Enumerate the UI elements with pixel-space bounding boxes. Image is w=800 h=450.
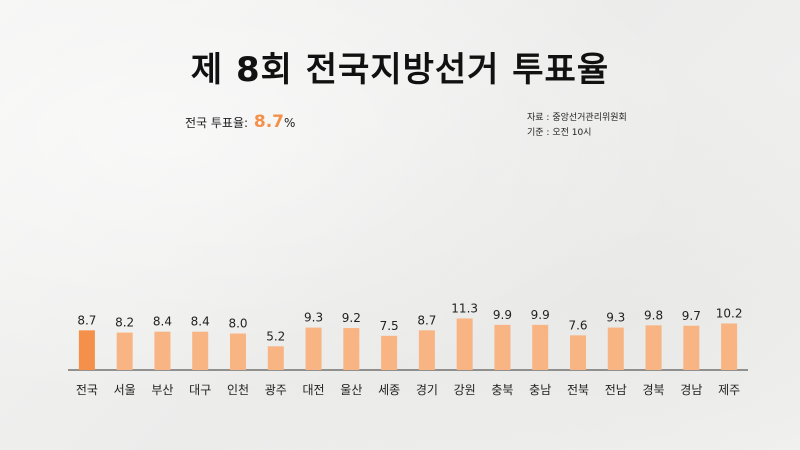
category-label: 대전: [303, 383, 325, 397]
category-label: 서울: [114, 383, 136, 397]
national-turnout-summary: 전국 투표율: 8.7%: [185, 112, 295, 132]
category-label: 울산: [340, 383, 362, 397]
category-label: 충북: [491, 383, 513, 397]
data-label: 9.3: [304, 311, 323, 325]
data-label: 9.9: [493, 308, 512, 322]
bar: [456, 318, 473, 370]
data-label: 7.6: [568, 318, 587, 332]
basis-line: 기준 : 오전 10시: [527, 128, 592, 138]
data-label: 8.4: [153, 315, 172, 329]
data-label: 8.7: [77, 313, 96, 327]
bar: [154, 331, 171, 370]
data-label: 5.2: [266, 329, 285, 343]
bar: [305, 327, 322, 370]
category-label: 세종: [378, 383, 400, 397]
category-label: 충남: [529, 383, 551, 397]
data-label: 8.0: [228, 317, 247, 331]
bar: [532, 324, 549, 370]
bar: [192, 331, 209, 370]
bar: [267, 346, 284, 370]
source-note: 자료 : 중앙선거관리위원회 기준 : 오전 10시: [527, 111, 627, 141]
bar: [645, 325, 662, 370]
category-label: 인천: [227, 382, 249, 397]
category-label: 경기: [416, 383, 438, 397]
bar: [418, 330, 435, 370]
source-line: 자료 : 중앙선거관리위원회: [527, 113, 627, 123]
data-label: 9.9: [531, 308, 550, 322]
data-label: 8.2: [115, 316, 134, 330]
bar: [78, 330, 95, 370]
data-label: 11.3: [451, 301, 478, 315]
category-label: 광주: [265, 383, 287, 397]
category-label: 대구: [189, 383, 211, 397]
bar: [607, 327, 624, 370]
bar: [683, 325, 700, 370]
summary-unit: %: [284, 116, 296, 130]
category-label: 경남: [680, 383, 702, 397]
summary-label: 전국 투표율:: [185, 116, 249, 130]
bar: [494, 324, 511, 370]
category-label: 전남: [605, 383, 627, 397]
bar: [570, 335, 586, 370]
bar: [343, 328, 360, 370]
bar: [230, 333, 246, 370]
category-label: 강원: [454, 383, 476, 397]
bar: [116, 332, 133, 370]
category-label: 경북: [643, 383, 665, 397]
data-label: 8.7: [417, 313, 436, 327]
category-label: 제주: [718, 383, 740, 397]
bar: [721, 323, 738, 370]
data-label: 9.8: [644, 308, 663, 322]
category-label: 전국: [76, 383, 98, 397]
category-label: 부산: [151, 383, 173, 397]
data-label: 9.3: [606, 311, 625, 325]
bar: [381, 335, 398, 370]
data-label: 8.4: [191, 315, 210, 329]
summary-value: 8.7: [253, 112, 285, 132]
data-label: 7.5: [380, 319, 399, 333]
chart-title: 제 8회 전국지방선거 투표율: [190, 50, 610, 90]
data-label: 10.2: [716, 306, 743, 320]
data-label: 9.2: [342, 311, 361, 325]
category-label: 전북: [567, 383, 589, 397]
data-label: 9.7: [682, 309, 701, 323]
